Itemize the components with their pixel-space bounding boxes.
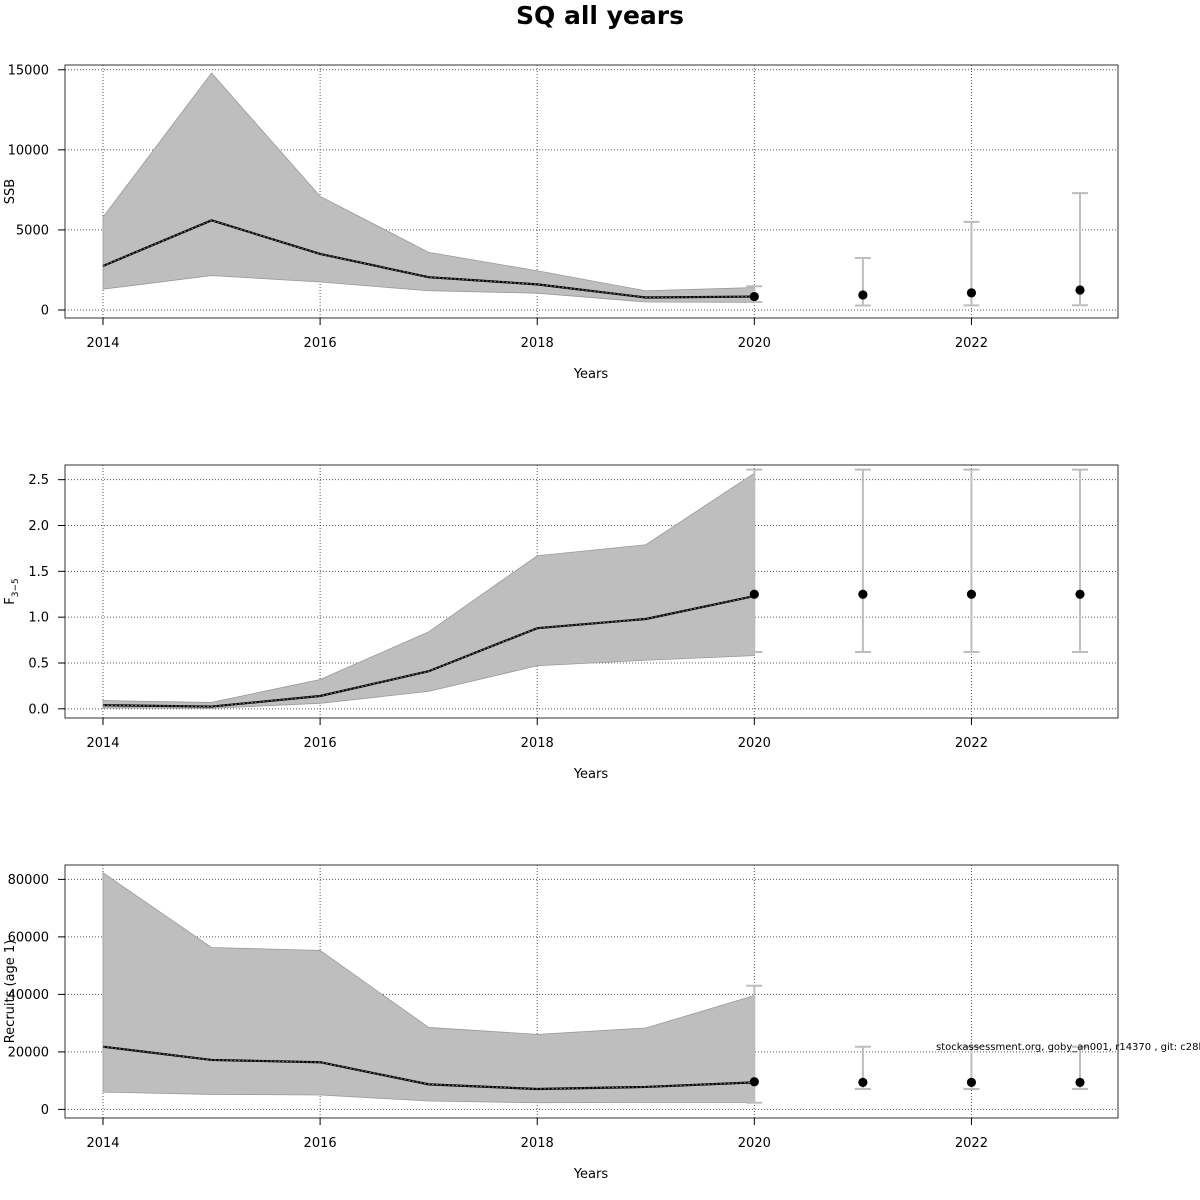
- recruits-confidence-band: [102, 872, 755, 1104]
- recruits-forecast-point-2022: [966, 1077, 977, 1087]
- recruits-y-axis-label: Recruits (age 1): [3, 940, 18, 1044]
- fishing-mortality-panel: 2014 2016 2018 2020 2022 0.0 0.5 1.0 1.5 2.0 2.5 Ye…: [3, 464, 1119, 782]
- recruits-xtick-label-2014: 2014: [86, 1136, 119, 1151]
- f-forecast-point-2022: [966, 589, 977, 599]
- recruits-forecast-point-2020: [749, 1077, 759, 1087]
- f-ytick-label-0.5: 0.5: [28, 657, 49, 672]
- recruits-ytick-label-40000: 40000: [8, 988, 49, 1003]
- f-xtick-label-2016: 2016: [304, 736, 337, 751]
- f-xtick-label-2022: 2022: [955, 736, 988, 751]
- ssb-estimate-line-dash: [102, 219, 755, 299]
- ssb-forecast-point-2023: [1075, 285, 1085, 295]
- ssb-ytick-label-5000: 5000: [16, 223, 49, 238]
- f-forecast-point-2023: [1075, 589, 1085, 599]
- ssb-xtick-label-2016: 2016: [304, 336, 337, 351]
- f-plot-box: [64, 464, 1119, 719]
- ssb-xtick-label-2020: 2020: [738, 336, 771, 351]
- f-ytick-label-2.5: 2.5: [28, 473, 49, 488]
- ssb-y-axis-label: SSB: [3, 179, 18, 204]
- f-forecast-point-2020: [749, 589, 759, 599]
- recruits-forecast-point-2023: [1075, 1077, 1085, 1087]
- recruits-xtick-label-2016: 2016: [304, 1136, 337, 1151]
- f-ytick-label-2.0: 2.0: [28, 519, 49, 534]
- ssb-plot-box: [64, 64, 1119, 319]
- recruits-panel: 2014 2016 2018 2020 2022 0 20000 40000 60000 8000…: [3, 864, 1119, 1182]
- f-xtick-label-2014: 2014: [86, 736, 119, 751]
- chart-title: SQ all years: [515, 1, 684, 30]
- recruits-estimate-line-dash: [102, 1046, 755, 1090]
- f-ytick-label-0.0: 0.0: [28, 702, 49, 717]
- f-xtick-label-2020: 2020: [738, 736, 771, 751]
- f-ytick-label-1.0: 1.0: [28, 611, 49, 626]
- ssb-ytick-label-0: 0: [41, 303, 49, 318]
- ssb-confidence-band: [102, 72, 755, 303]
- ssb-forecast-point-2020: [749, 291, 759, 302]
- recruits-xtick-label-2022: 2022: [955, 1136, 988, 1151]
- f-ytick-label-1.5: 1.5: [28, 565, 49, 580]
- f-x-axis-label: Years: [573, 767, 609, 782]
- recruits-ytick-label-60000: 60000: [8, 930, 49, 945]
- ssb-x-axis-label: Years: [573, 367, 609, 382]
- f-forecast-point-2021: [858, 589, 868, 599]
- recruits-xtick-label-2020: 2020: [738, 1136, 771, 1151]
- recruits-xtick-label-2018: 2018: [521, 1136, 554, 1151]
- ssb-forecast-point-2022: [966, 288, 977, 298]
- ssb-xtick-label-2022: 2022: [955, 336, 988, 351]
- ssb-ytick-label-10000: 10000: [8, 143, 49, 158]
- ssb-xtick-label-2018: 2018: [521, 336, 554, 351]
- ssb-ytick-label-15000: 15000: [8, 63, 49, 78]
- footnote-text: stockassessment.org, goby_an001, r14370 …: [936, 1042, 1200, 1053]
- ssb-forecast-point-2021: [858, 290, 868, 300]
- f-xtick-label-2018: 2018: [521, 736, 554, 751]
- recruits-ytick-label-0: 0: [41, 1103, 49, 1118]
- recruits-ytick-label-20000: 20000: [8, 1045, 49, 1060]
- ssb-panel: 2014 2016 2018 2020 2022 0 5000 10000 15000 Years…: [3, 63, 1119, 382]
- ssb-xtick-label-2014: 2014: [86, 336, 119, 351]
- recruits-ytick-label-80000: 80000: [8, 873, 49, 888]
- f-y-axis-label: F3−5: [3, 578, 21, 604]
- recruits-plot-box: [64, 864, 1119, 1119]
- f-confidence-band: [102, 472, 755, 709]
- recruits-forecast-point-2021: [858, 1077, 868, 1087]
- recruits-x-axis-label: Years: [573, 1167, 609, 1182]
- f-estimate-line-dash: [102, 595, 755, 708]
